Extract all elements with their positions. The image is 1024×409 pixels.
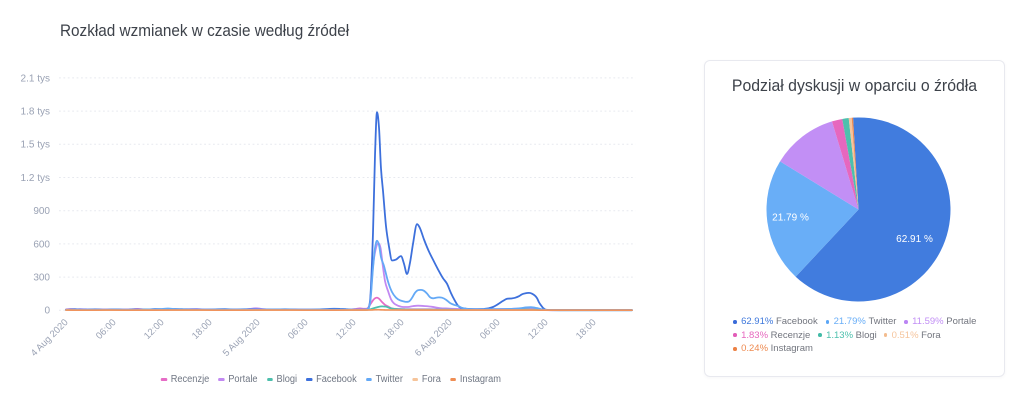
svg-text:18:00: 18:00 — [190, 317, 215, 342]
svg-text:06:00: 06:00 — [286, 317, 311, 342]
svg-text:6 Aug 2020: 6 Aug 2020 — [413, 317, 455, 359]
svg-text:4 Aug 2020: 4 Aug 2020 — [29, 317, 71, 359]
svg-text:12:00: 12:00 — [334, 317, 359, 342]
svg-text:06:00: 06:00 — [478, 317, 503, 342]
svg-text:2.1 tys: 2.1 tys — [21, 73, 50, 84]
svg-text:1.5 tys: 1.5 tys — [21, 140, 50, 151]
svg-text:18:00: 18:00 — [574, 317, 599, 342]
svg-text:62.91 %: 62.91 % — [896, 234, 933, 245]
svg-text:0: 0 — [44, 306, 50, 317]
svg-text:12:00: 12:00 — [142, 317, 167, 342]
svg-text:300: 300 — [33, 273, 50, 284]
svg-text:1.8 tys: 1.8 tys — [21, 107, 50, 118]
svg-text:900: 900 — [33, 206, 50, 217]
svg-text:5 Aug 2020: 5 Aug 2020 — [221, 317, 263, 359]
svg-text:18:00: 18:00 — [382, 317, 407, 342]
svg-text:12:00: 12:00 — [526, 317, 551, 342]
svg-text:600: 600 — [33, 239, 50, 250]
svg-text:1.2 tys: 1.2 tys — [21, 173, 50, 184]
svg-text:21.79 %: 21.79 % — [772, 213, 809, 224]
svg-text:06:00: 06:00 — [94, 317, 119, 342]
